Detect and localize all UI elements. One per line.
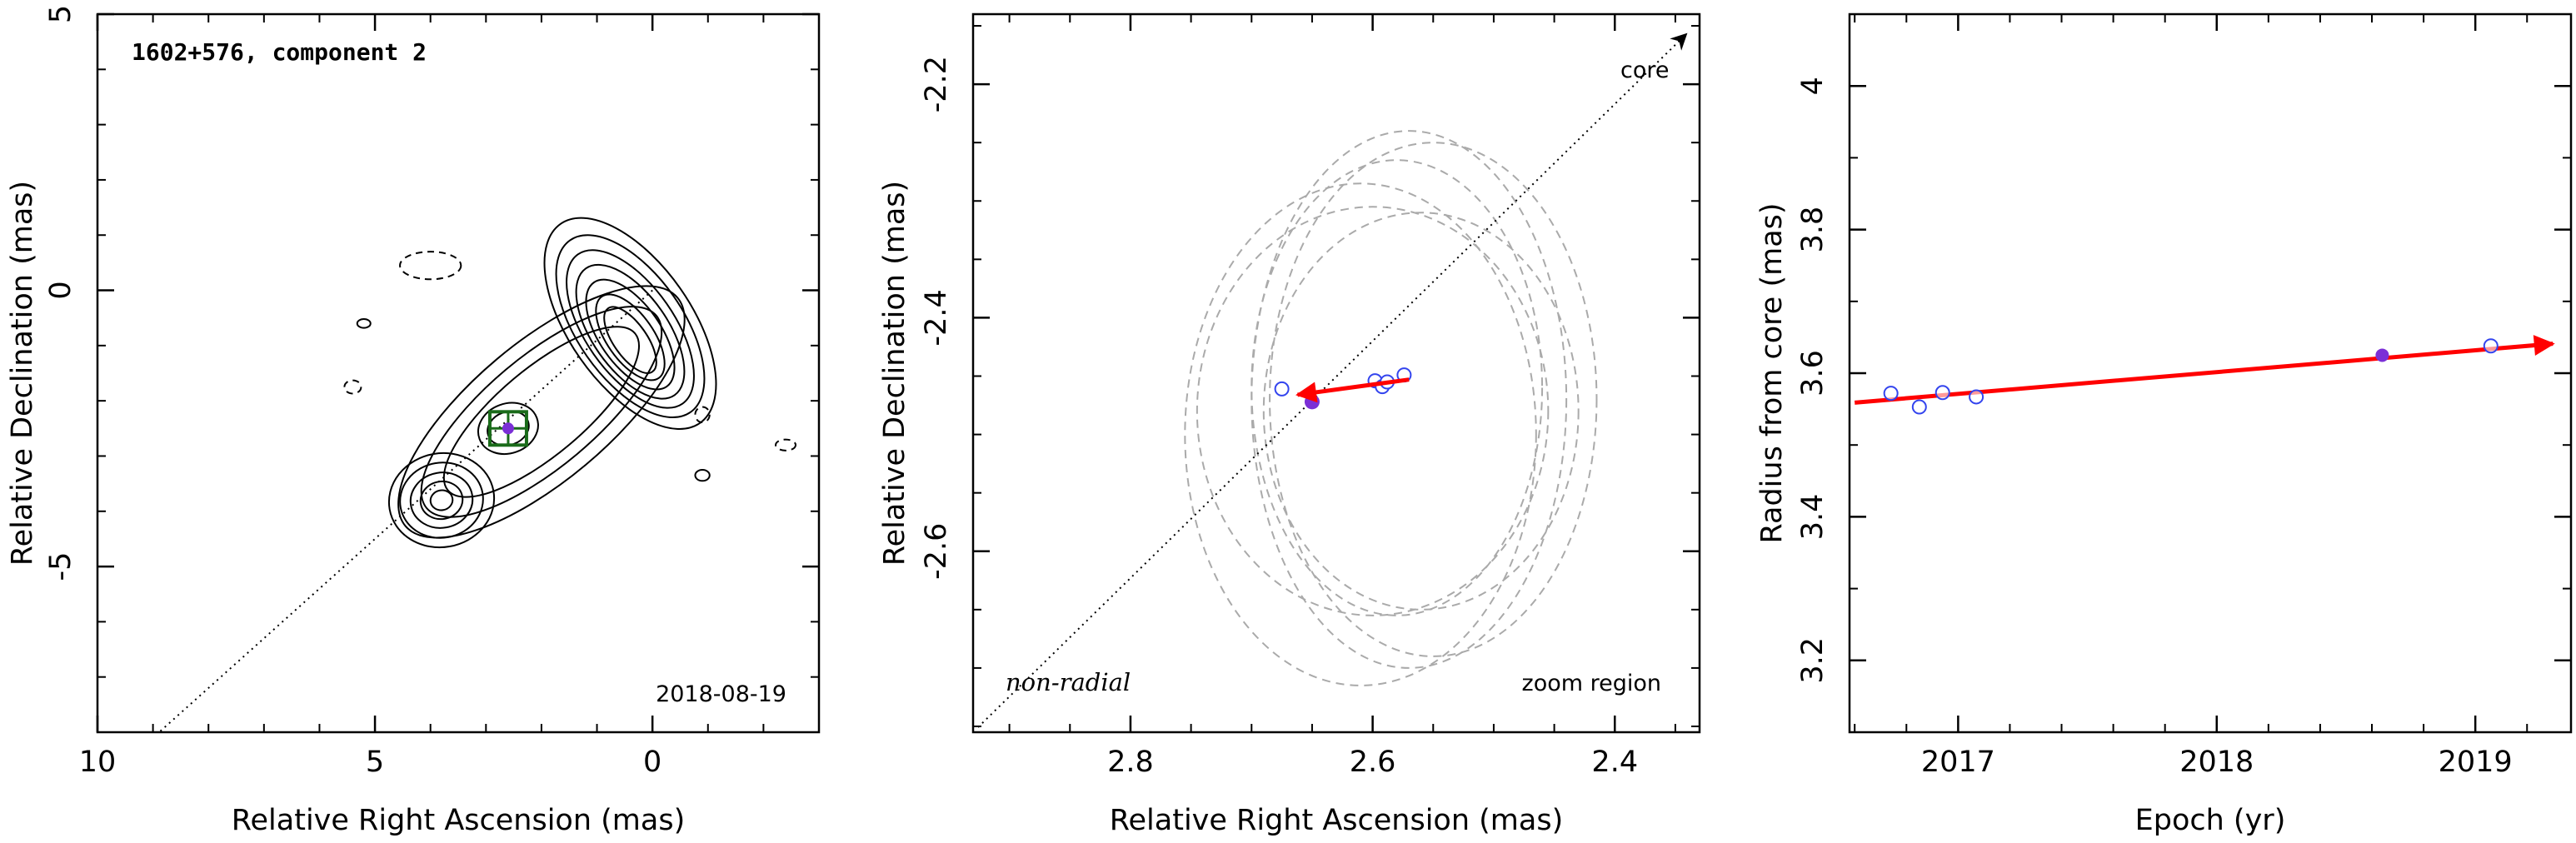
epoch-point-open [1911,399,1927,415]
contour-blob [419,480,464,521]
panel1-date: 2018-08-19 [656,681,786,707]
epoch-point-open [1934,385,1950,401]
component-marker [502,422,514,435]
panel1-xlabel: Relative Right Ascension (mas) [232,804,685,837]
contour-negative [775,438,797,451]
panel2-core-label: core [1620,57,1669,83]
panel1-title: 1602+576, component 2 [132,38,427,66]
motion-vector-arrow [1295,377,1410,403]
beam-ellipse [1184,182,1537,686]
panel2-region-label: zoom region [1522,671,1661,696]
contour-blob [387,451,496,549]
panel2-ytick-label: -2.4 [920,289,953,346]
contour-core [566,249,695,409]
panel2-xtick-label: 2.6 [1350,746,1396,779]
panel1-xtick-label: 0 [643,746,661,779]
core-direction-line [977,32,1688,728]
panel3-xtick-label: 2019 [2439,746,2513,779]
panel3-ytick-label: 3.6 [1796,350,1830,397]
contour-blob [399,461,484,539]
panel3-ylabel: Radius from core (mas) [1755,202,1789,543]
panel3-xtick-label: 2017 [1921,746,1995,779]
contour-small [694,469,711,482]
contour-small [356,318,372,329]
fit-arrow [1854,335,2555,405]
panel3-xlabel: Epoch (yr) [2135,804,2286,837]
beam-ellipse [1251,159,1544,616]
panel-zoom-region: 2.8 2.6 2.4 -2.2 -2.4 -2.6 core non-radial zo… [878,12,1701,837]
panel2-xlabel: Relative Right Ascension (mas) [1110,804,1563,837]
contour-knot [477,402,539,456]
contour-blob [429,489,454,511]
panel2-ytick-label: -2.6 [920,523,953,580]
panel-radius-vs-epoch: 2017 2018 2019 3.2 3.4 3.6 3.8 4 Epoch (yr) Rad… [1755,12,2573,837]
beam-ellipse [1196,206,1550,616]
panel3-ytick-label: 3.2 [1796,637,1830,684]
contour-core [603,306,657,374]
panel2-xtick-label: 2.4 [1591,746,1638,779]
panel1-ytick-label: -5 [44,552,77,581]
panel3-xtick-label: 2018 [2179,746,2254,779]
panel1-ytick-label: 0 [44,281,77,299]
epoch-point-filled [2375,348,2389,362]
contour-core [555,234,706,419]
panel2-note: non-radial [1006,668,1131,696]
contour-core [585,278,676,391]
contour-bridge [442,326,641,498]
epoch-point-filled [1304,394,1320,410]
jet-direction-line [157,289,653,732]
contour-bridge [420,306,663,518]
contour-negative [343,379,362,395]
beam-ellipse [1251,130,1568,669]
contour-core [575,263,686,400]
panel1-ylabel: Relative Declination (mas) [6,181,39,566]
panel2-frame [971,12,1701,734]
beam-ellipse [1269,142,1598,657]
panel1-ytick-label: 5 [44,5,77,23]
epoch-point-open [2483,338,2499,354]
panel2-xtick-label: 2.8 [1107,746,1154,779]
contour-core [543,217,717,430]
panel-contour-map: 10 5 0 5 0 -5 1602+576, component 2 2018-08-1… [6,5,821,837]
contour-negative [399,251,462,281]
panel1-xtick-label: 10 [79,746,117,779]
contour-bridge [397,285,686,539]
contour-core [595,293,666,382]
panel3-ytick-label: 3.8 [1796,207,1830,253]
epoch-point-open [1274,381,1290,397]
epoch-point-open [1969,389,1984,405]
panel3-ytick-label: 3.4 [1796,494,1830,541]
panel1-frame [96,12,821,734]
panel1-xtick-label: 5 [366,746,384,779]
contour-blob [409,471,474,529]
panel2-ylabel: Relative Declination (mas) [878,181,911,566]
panel3-ytick-label: 4 [1796,77,1830,95]
beam-ellipse [1262,212,1580,611]
epoch-point-open [1883,386,1899,402]
panel2-ytick-label: -2.2 [920,56,953,112]
contour-negative [694,406,711,424]
